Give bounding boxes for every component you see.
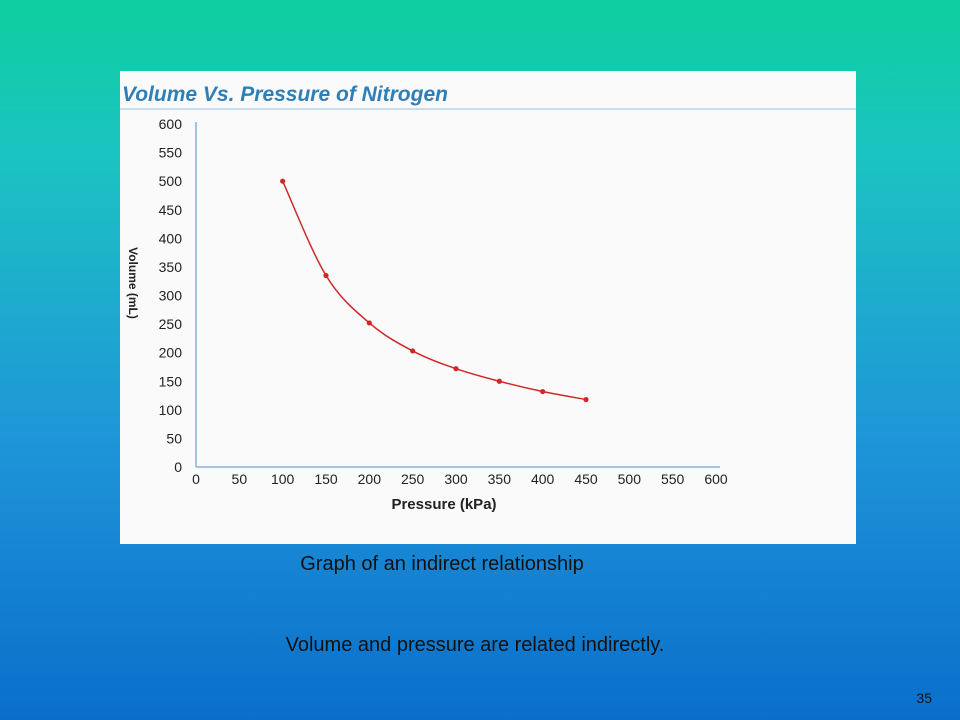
x-tick-label: 50 xyxy=(232,471,248,487)
chart-title: Volume Vs. Pressure of Nitrogen xyxy=(122,83,448,106)
y-tick-label: 400 xyxy=(159,230,183,246)
y-tick-label: 150 xyxy=(159,373,183,389)
x-tick-label: 0 xyxy=(192,471,200,487)
y-axis-label: Volume (mL) xyxy=(126,247,140,319)
x-tick-label: 500 xyxy=(618,471,642,487)
y-tick-label: 500 xyxy=(159,173,183,189)
y-tick-label: 0 xyxy=(174,459,182,475)
y-tick-label: 550 xyxy=(159,145,183,161)
y-tick-label: 100 xyxy=(159,402,183,418)
series-line xyxy=(281,180,587,401)
data-point xyxy=(410,348,416,354)
series xyxy=(280,178,589,403)
x-axis-label: Pressure (kPa) xyxy=(391,496,496,513)
data-point xyxy=(540,388,546,395)
x-tick-label: 100 xyxy=(271,471,295,487)
data-point xyxy=(496,378,502,384)
x-tick-label: 450 xyxy=(574,471,598,487)
tick-labels: 0 50 100 150 200 250 300 350 400 450 500 550 600 0 50 1… xyxy=(159,116,728,487)
y-tick-label: 600 xyxy=(159,116,183,132)
x-tick-label: 150 xyxy=(314,471,338,487)
data-point xyxy=(323,272,329,279)
chart-caption: Graph of an indirect relationship xyxy=(300,553,584,575)
y-tick-label: 200 xyxy=(159,345,183,361)
chart-svg: Volume Vs. Pressure of Nitrogen 0 50 100 15… xyxy=(120,83,856,513)
y-tick-label: 50 xyxy=(166,430,182,446)
y-tick-label: 300 xyxy=(159,288,183,304)
axes xyxy=(195,122,720,468)
x-tick-label: 350 xyxy=(488,471,512,487)
x-tick-label: 550 xyxy=(661,471,685,487)
data-point xyxy=(280,178,286,184)
x-tick-label: 200 xyxy=(358,471,382,487)
x-tick-label: 250 xyxy=(401,471,425,487)
y-tick-label: 450 xyxy=(159,202,183,218)
data-point xyxy=(583,396,589,403)
chart-panel: Volume Vs. Pressure of Nitrogen 0 50 100 15… xyxy=(120,71,856,544)
data-point xyxy=(453,366,459,372)
slide-statement: Volume and pressure are related indirect… xyxy=(285,634,665,656)
x-tick-label: 600 xyxy=(704,471,728,487)
y-tick-label: 250 xyxy=(159,316,183,332)
x-tick-label: 300 xyxy=(444,471,468,487)
y-tick-label: 350 xyxy=(159,259,183,275)
data-point xyxy=(366,320,372,326)
x-tick-label: 400 xyxy=(531,471,555,487)
slide-number: 35 xyxy=(916,690,932,706)
